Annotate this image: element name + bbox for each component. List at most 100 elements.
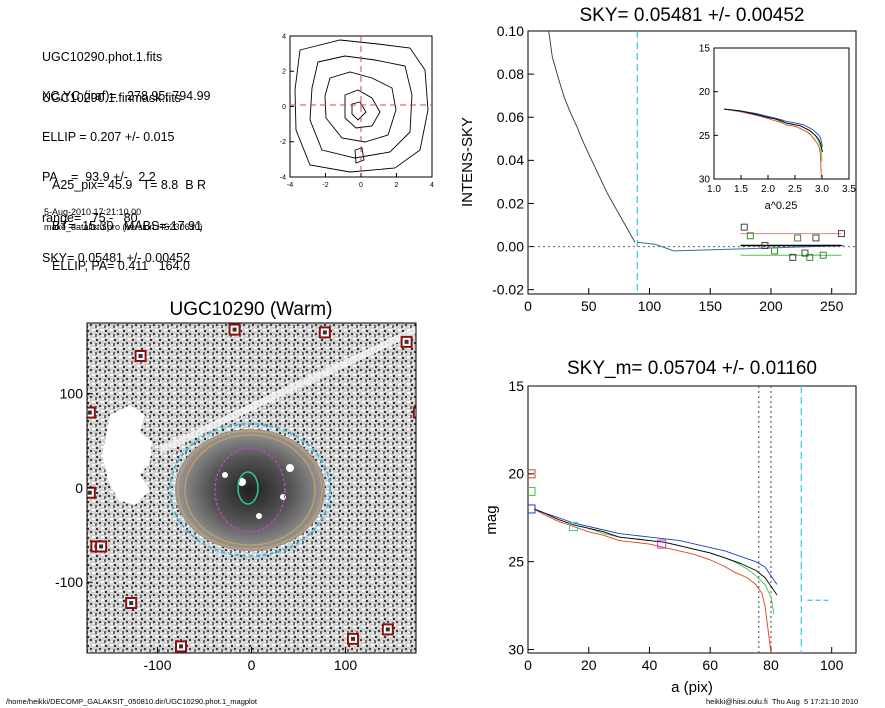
magnitude-marker (528, 469, 536, 479)
masked-star-box (412, 406, 416, 419)
footer-user: heikki@hiisi.oulu.fi Thu Aug 5 17:21:10 … (706, 697, 859, 706)
inset-frame (713, 47, 850, 180)
masked-star-core (87, 410, 92, 415)
intensity-y-label: 0.02 (497, 195, 524, 211)
inset-ticks: 1.0 1.5 2.0 2.5 3.0 3.5 15 20 25 30 (699, 44, 857, 196)
masked-stars (87, 323, 416, 653)
masked-star-core (129, 601, 134, 606)
magnitude-marker (528, 486, 536, 496)
contour-ticks: -4 -2 0 2 4 4 2 0 -2 -4 (280, 33, 434, 189)
inset-marks (724, 108, 823, 179)
contour-x-label: 4 (430, 182, 434, 189)
contour-x-label: 2 (395, 182, 399, 189)
inset-series-line (724, 108, 822, 179)
inset-y-label: 15 (699, 44, 711, 55)
magnitude-x-label: 20 (581, 657, 597, 673)
footer-path: /home/heikki/DECOMP_GALAKSIT_050810.dir/… (6, 697, 257, 706)
contour-level (294, 39, 429, 173)
intensity-profile-line (548, 31, 636, 243)
info-line: ELLIP = 0.207 +/- 0.015 (42, 129, 175, 144)
magnitude-plot-title: SKY_m= 0.05704 +/- 0.01160 (567, 358, 817, 379)
magnitude-x-label: 100 (820, 657, 844, 673)
outer-isophote (168, 422, 332, 558)
info-line: A25_pix= 45.9 T= 8.8 B R (52, 178, 207, 192)
info-files: UGC10290.phot.1.fits UGC10290.1.finmask.… (42, 24, 181, 119)
info-program: make_datalist0.pro (version HS230610) (44, 222, 203, 232)
intensity-plot-title: SKY= 0.05481 +/- 0.00452 (579, 5, 804, 26)
magnitude-marks (528, 386, 829, 653)
inset-x-label: 1.0 (707, 184, 721, 195)
contour-y-label: 0 (282, 104, 286, 111)
intensity-frame (527, 30, 857, 295)
image-ticks: -100 0 100 100 0 -100 (55, 386, 357, 673)
intensity-x-label: 200 (759, 298, 783, 314)
contour-y-label: 2 (282, 69, 286, 76)
magnitude-x-label: 40 (642, 657, 658, 673)
magnitude-ylabel: mag (483, 505, 500, 534)
magnitude-x-label: 60 (702, 657, 718, 673)
intensity-y-label: 0.04 (497, 152, 524, 168)
info-line: range= 75.- 80. (42, 210, 142, 225)
inner-isophote (214, 447, 286, 533)
intensity-x-label: 0 (524, 298, 532, 314)
inset-xlabel: a^0.25 (765, 200, 798, 212)
magnitude-frame (527, 385, 857, 654)
magnitude-series-line (533, 508, 772, 653)
masked-source (256, 513, 262, 519)
masked-source (222, 472, 228, 478)
inset-series-line (724, 108, 823, 147)
info-line: UGC10290.phot.1.fits (42, 50, 163, 64)
inset-plot: a^0.25 1.0 1.5 2.0 2.5 3.0 3.5 15 20 25 30 (699, 44, 857, 213)
intensity-y-label: -0.02 (492, 282, 524, 298)
intensity-y-label: 0.10 (497, 23, 524, 39)
magnitude-ticks: 0 20 40 60 80 100 15 20 25 30 (508, 378, 843, 673)
masked-star-region (102, 405, 152, 505)
contour-x-label: 0 (359, 182, 363, 189)
mid-isophote (177, 430, 323, 550)
masked-star-core (385, 627, 390, 632)
info-catalog: A25_pix= 45.9 T= 8.8 B R BT= 15.30 MABS=… (52, 152, 206, 287)
masked-star-core (99, 544, 104, 549)
contour-y-label: -2 (280, 139, 286, 146)
magnitude-x-label: 0 (524, 657, 532, 673)
intensity-x-label: 150 (699, 298, 723, 314)
sky-sample-square (801, 249, 809, 257)
sky-sample-square (746, 232, 754, 240)
info-line: PA = 93.9 +/- 2.2 (42, 170, 156, 184)
contour-level (324, 71, 397, 143)
sky-sample-square (812, 234, 820, 242)
magnitude-series-line (533, 508, 775, 615)
inset-x-label: 3.0 (815, 184, 829, 195)
image-y-label: 100 (60, 386, 84, 402)
image-y-label: 0 (75, 480, 83, 496)
magnitude-xlabel: a (pix) (671, 679, 713, 696)
mid-isophote (184, 434, 316, 546)
inset-y-label: 25 (699, 131, 711, 142)
magnitude-series-line (533, 508, 778, 585)
contour-y-label: -4 (280, 174, 286, 181)
galaxy-image-plot: UGC10290 (Warm) -100 0 100 100 0 -100 (55, 299, 417, 673)
magnitude-marker (528, 504, 536, 514)
masked-star-core (232, 327, 237, 332)
inset-x-label: 2.0 (761, 184, 775, 195)
intensity-ylabel: INTENS-SKY (459, 117, 476, 207)
masked-star-core (322, 330, 327, 335)
masked-star-core (87, 490, 92, 495)
magnitude-marker (569, 522, 579, 532)
masked-star-core (138, 354, 143, 358)
magnitude-marker (657, 539, 667, 549)
core-isophote (237, 471, 259, 505)
info-line: SKY= 0.05481 +/- 0.00452 (42, 251, 191, 265)
inset-y-label: 30 (699, 175, 711, 186)
image-x-label: 100 (334, 657, 358, 673)
inset-x-label: 1.5 (734, 184, 748, 195)
sky-sample-square (761, 242, 769, 249)
info-date: 5-Aug-2010 17:21:10.00 (44, 207, 142, 217)
contour-level (354, 147, 365, 164)
intensity-x-label: 250 (820, 298, 844, 314)
image-plot-title: UGC10290 (Warm) (170, 299, 333, 320)
masked-star-core (179, 644, 183, 649)
contour-level (309, 55, 413, 159)
info-line: ELLIP, PA= 0.411 164.0 (52, 259, 190, 273)
